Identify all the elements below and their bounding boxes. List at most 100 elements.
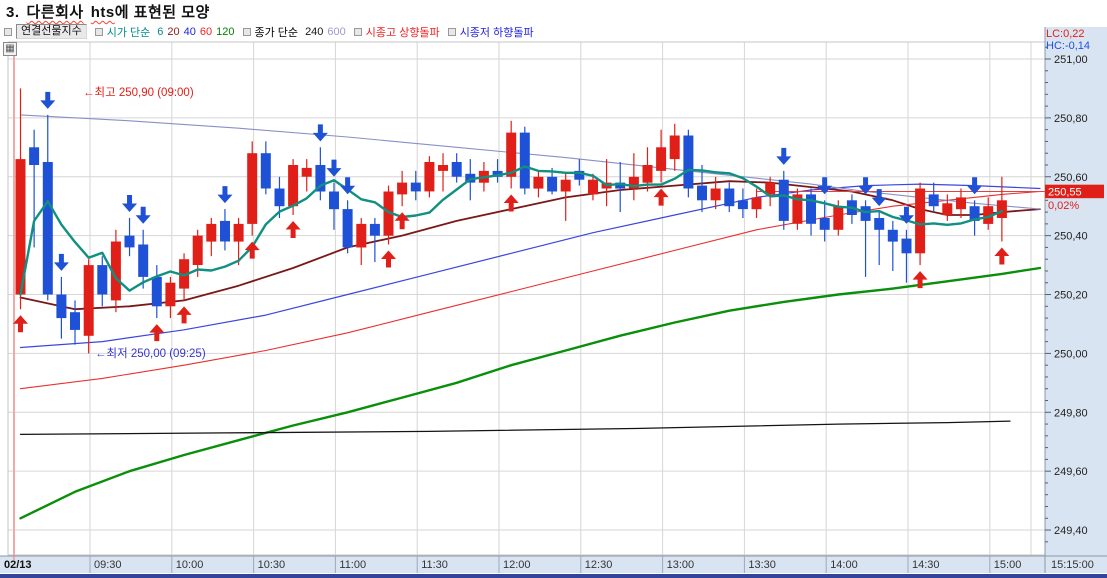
ma-line-open-ma-6 — [19, 165, 1004, 296]
price-axis-label: 251,00 — [1054, 54, 1088, 66]
signal-down-arrow — [898, 206, 914, 224]
candle-body — [560, 179, 571, 192]
candle-body — [124, 235, 135, 248]
candle-body — [928, 194, 939, 207]
candle — [83, 259, 94, 354]
candle-body — [274, 188, 285, 207]
signal-down-arrow — [817, 177, 833, 195]
candle — [560, 173, 571, 221]
legend-bullet-icon — [242, 27, 251, 36]
legend-ma-period[interactable]: 20 — [167, 25, 180, 38]
ma-line-close-ma-600 — [19, 114, 1041, 210]
signal-down-arrow — [53, 253, 69, 271]
candle — [887, 220, 898, 271]
candle-body — [669, 135, 680, 160]
candle — [138, 229, 149, 289]
candle — [15, 88, 26, 310]
legend-signal-down-label[interactable]: 시종저 하향돌파 — [459, 26, 534, 39]
candle — [710, 176, 721, 210]
legend-ma-period[interactable]: 40 — [183, 25, 196, 38]
time-axis-label: 11:00 — [339, 559, 366, 571]
candle-body — [56, 294, 67, 319]
candle-body — [179, 259, 190, 289]
candle — [519, 126, 530, 195]
signal-up-arrow — [503, 194, 519, 212]
price-axis-label: 250,80 — [1054, 113, 1088, 125]
legend-ma-period[interactable]: 240 — [305, 25, 324, 38]
legend-ma-period[interactable]: 120 — [216, 25, 235, 38]
candle — [778, 170, 789, 230]
signal-up-arrow — [394, 212, 410, 230]
legend-signal-up-label[interactable]: 시종고 상향돌파 — [365, 26, 440, 39]
candle — [451, 153, 462, 183]
candle — [697, 165, 707, 213]
candle — [397, 170, 408, 207]
time-axis-label: 10:30 — [258, 559, 286, 571]
title-word-hts: hts — [90, 4, 115, 21]
time-axis-label: 12:00 — [503, 559, 531, 571]
candle — [615, 162, 626, 213]
time-axis-label: 14:00 — [830, 559, 858, 571]
candle — [29, 129, 40, 248]
price-axis-label: 249,80 — [1054, 407, 1088, 419]
page-title: 3. 다른회사 hts에 표현된 모양 — [6, 1, 210, 22]
candle-body — [301, 167, 312, 177]
legend-close-ma-label[interactable]: 종가 단순 — [254, 26, 299, 39]
legend-open-ma-label[interactable]: 시가 단순 — [106, 26, 151, 39]
candle — [233, 218, 244, 266]
candle-body — [397, 182, 408, 195]
legend-symbol-name[interactable]: 연결선물지수 — [16, 24, 87, 39]
candle-body — [547, 176, 558, 192]
candle — [806, 188, 816, 236]
price-axis-label: 249,40 — [1054, 525, 1088, 537]
candle — [151, 265, 162, 319]
candle — [724, 182, 735, 213]
candle — [410, 170, 421, 201]
plot-border — [7, 41, 1046, 556]
signal-up-arrow — [285, 221, 301, 239]
candle — [683, 129, 694, 198]
grid-view-button[interactable]: ▦ — [3, 42, 17, 56]
hc-value: HC:-0,14 — [1046, 40, 1090, 52]
candle — [179, 253, 190, 301]
signal-up-arrow — [381, 250, 397, 268]
ma-line-open-ma-120 — [19, 266, 1042, 520]
candle-body — [110, 241, 121, 301]
candle — [342, 200, 353, 254]
signal-down-arrow — [312, 124, 328, 142]
legend-bullet-icon — [447, 27, 456, 36]
time-axis-label: 14:30 — [912, 559, 940, 571]
candle-body — [574, 170, 585, 180]
candle — [301, 159, 312, 192]
candle — [956, 188, 966, 218]
candle — [533, 170, 544, 198]
legend-ma-period[interactable]: 600 — [327, 25, 346, 38]
price-axis-label: 250,60 — [1054, 172, 1088, 184]
candle-body — [29, 147, 40, 165]
candle — [165, 276, 176, 319]
signal-up-arrow — [244, 241, 260, 259]
time-axis-bar — [0, 556, 1107, 573]
time-axis-label: 15:00 — [994, 559, 1022, 571]
candle-body — [410, 182, 421, 192]
time-axis-label: 10:00 — [176, 559, 204, 571]
legend-ma-period[interactable]: 6 — [157, 25, 164, 38]
candle-body — [901, 238, 912, 254]
candle — [329, 182, 339, 230]
candle-body — [737, 200, 748, 210]
candle-body — [942, 203, 953, 216]
signal-down-arrow — [40, 91, 56, 109]
candle-body — [220, 220, 230, 242]
signal-down-arrow — [217, 186, 233, 204]
ma-line-open-ma-40 — [19, 183, 1041, 349]
time-axis-label: 13:30 — [748, 559, 776, 571]
legend-ma-period[interactable]: 60 — [199, 25, 213, 38]
signal-down-arrow — [326, 159, 342, 177]
candle-body — [70, 312, 80, 330]
candle-body — [356, 223, 367, 248]
signal-down-arrow — [122, 194, 138, 212]
current-price-label: 250,55 — [1048, 187, 1082, 199]
candle-body — [533, 176, 544, 189]
candle-body — [342, 209, 353, 248]
